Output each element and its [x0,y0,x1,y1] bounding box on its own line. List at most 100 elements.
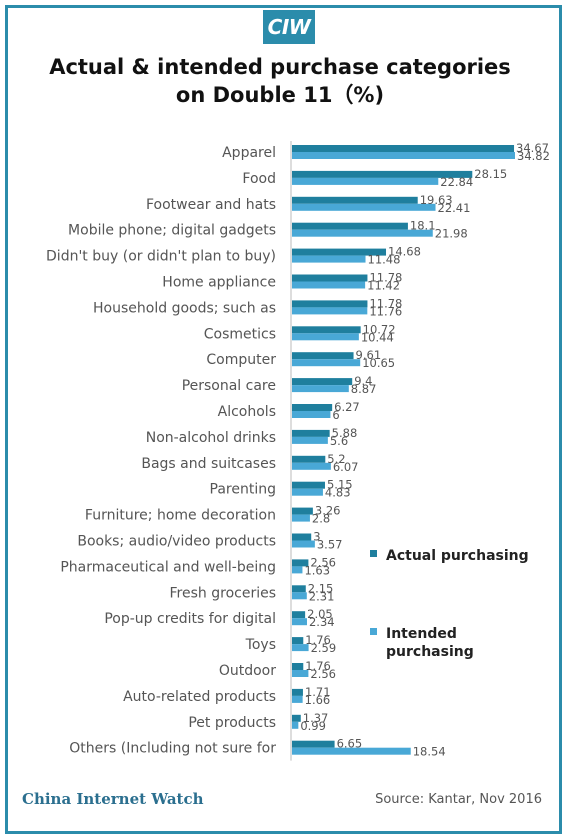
value-label-actual: 19.63 [420,193,453,207]
ciw-logo: CIW [263,10,315,44]
value-label-intended: 2.59 [311,641,337,655]
value-label-intended: 34.82 [517,149,550,163]
legend-swatch-intended [370,628,377,635]
category-label: Apparel [222,145,276,161]
value-label-intended: 10.44 [361,330,394,344]
value-label-intended: 0.99 [300,719,326,733]
bar-actual [292,585,306,593]
bar-intended [292,462,331,470]
value-label-intended: 6.07 [333,460,359,474]
bar-intended [292,436,328,444]
value-label-intended: 18.54 [413,745,446,759]
category-label: Bags and suitcases [141,456,276,472]
value-label-intended: 5.6 [330,434,348,448]
value-label-actual: 3.26 [315,504,341,518]
chart-frame [5,5,562,834]
category-label: Mobile phone; digital gadgets [68,223,276,239]
category-label: Parenting [210,482,276,498]
category-label: Pet products [188,715,276,731]
value-label-intended: 3.57 [317,538,343,552]
bar-actual [292,663,304,670]
value-label-intended: 1.63 [304,563,330,577]
bar-actual [292,352,354,360]
value-label-actual: 11.78 [369,271,402,285]
value-label-intended: 22.84 [440,175,473,189]
legend-label-actual: Actual purchasing [386,548,529,564]
bar-actual [292,196,418,204]
value-label-actual: 2.56 [310,555,336,569]
category-label: Books; audio/video products [77,534,276,550]
category-label: Pharmaceutical and well-being [60,559,276,575]
value-label-actual: 9.4 [354,374,372,388]
value-label-intended: 11.76 [369,304,402,318]
value-label-actual: 3 [313,530,320,544]
bar-actual [292,300,368,308]
value-label-actual: 2.05 [307,607,333,621]
bar-actual [292,326,361,334]
value-label-intended: 6 [332,408,339,422]
bar-actual [292,740,335,748]
value-label-intended: 2.8 [312,512,330,526]
bar-intended [292,618,307,626]
bar-intended [292,359,361,367]
category-label: Non-alcohol drinks [146,430,276,446]
value-label-actual: 1.76 [305,633,331,647]
value-label-actual: 6.65 [337,737,363,751]
bar-actual [292,688,303,696]
bar-intended [292,229,433,237]
value-label-actual: 5.15 [327,478,353,492]
value-label-intended: 22.41 [438,201,471,215]
value-label-actual: 9.61 [356,348,382,362]
bar-intended [292,385,349,393]
bar-actual [292,455,326,463]
bar-actual [292,533,312,541]
bar-actual [292,507,313,515]
value-label-actual: 2.15 [308,581,334,595]
bar-actual [292,274,368,282]
category-label: Home appliance [162,275,276,291]
value-label-intended: 2.56 [310,667,336,681]
value-label-actual: 11.78 [369,296,402,310]
value-label-actual: 28.15 [474,167,507,181]
value-label-actual: 10.72 [363,322,396,336]
bar-intended [292,177,439,185]
value-label-actual: 5.88 [332,426,358,440]
bar-intended [292,411,331,418]
category-label: Didn't buy (or didn't plan to buy) [46,249,276,265]
value-label-actual: 6.27 [334,400,360,414]
category-label: Outdoor [219,663,276,679]
bar-intended [292,670,309,677]
source-note: Source: Kantar, Nov 2016 [375,792,542,807]
value-label-intended: 4.83 [325,486,351,500]
chart-title: Actual & intended purchase categories on… [49,55,511,107]
bar-actual [292,481,325,489]
value-label-intended: 21.98 [435,227,468,241]
bar-intended [292,255,366,263]
bar-actual [292,170,473,178]
brand-footer: China Internet Watch [22,790,204,808]
value-label-actual: 18.1 [410,219,436,233]
bar-actual [292,404,333,411]
bar-intended [292,488,323,496]
bar-actual [292,248,387,256]
value-label-intended: 8.87 [351,382,377,396]
category-label: Household goods; such as [93,300,276,316]
value-label-intended: 10.65 [362,356,395,370]
bar-intended [292,333,359,341]
legend-label-intended: Intended purchasing [386,626,474,660]
bar-actual [292,145,515,152]
category-label: Alcohols [218,404,276,420]
legend-swatch-actual [370,550,377,557]
bar-intended [292,514,310,522]
value-label-actual: 1.76 [305,659,331,673]
bar-actual [292,637,304,645]
value-label-intended: 2.31 [309,589,335,603]
bar-intended [292,566,303,574]
value-label-actual: 34.67 [516,141,549,155]
value-label-actual: 5.2 [327,452,345,466]
bar-actual [292,714,301,722]
category-label: Auto-related products [123,689,276,705]
value-label-intended: 2.34 [309,615,335,629]
bar-actual [292,222,408,230]
